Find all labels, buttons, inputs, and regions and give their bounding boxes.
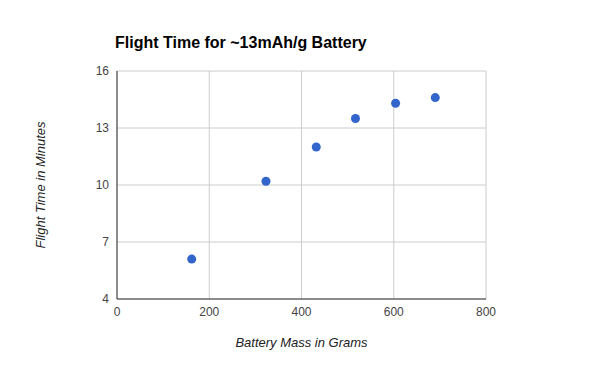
svg-text:7: 7 — [102, 235, 109, 249]
svg-text:400: 400 — [291, 305, 311, 319]
svg-text:0: 0 — [114, 305, 121, 319]
svg-text:13: 13 — [96, 121, 110, 135]
svg-text:Battery Mass in Grams: Battery Mass in Grams — [235, 335, 368, 350]
svg-text:600: 600 — [384, 305, 404, 319]
svg-text:16: 16 — [96, 64, 110, 78]
svg-text:800: 800 — [476, 305, 496, 319]
svg-text:Flight Time in Minutes: Flight Time in Minutes — [33, 121, 48, 249]
html-text:Flight Time for ~13mAh/g Batte: Flight Time for ~13mAh/g Battery — [115, 34, 367, 51]
svg-text:200: 200 — [199, 305, 219, 319]
svg-text:10: 10 — [96, 178, 110, 192]
svg-text:4: 4 — [102, 292, 109, 306]
